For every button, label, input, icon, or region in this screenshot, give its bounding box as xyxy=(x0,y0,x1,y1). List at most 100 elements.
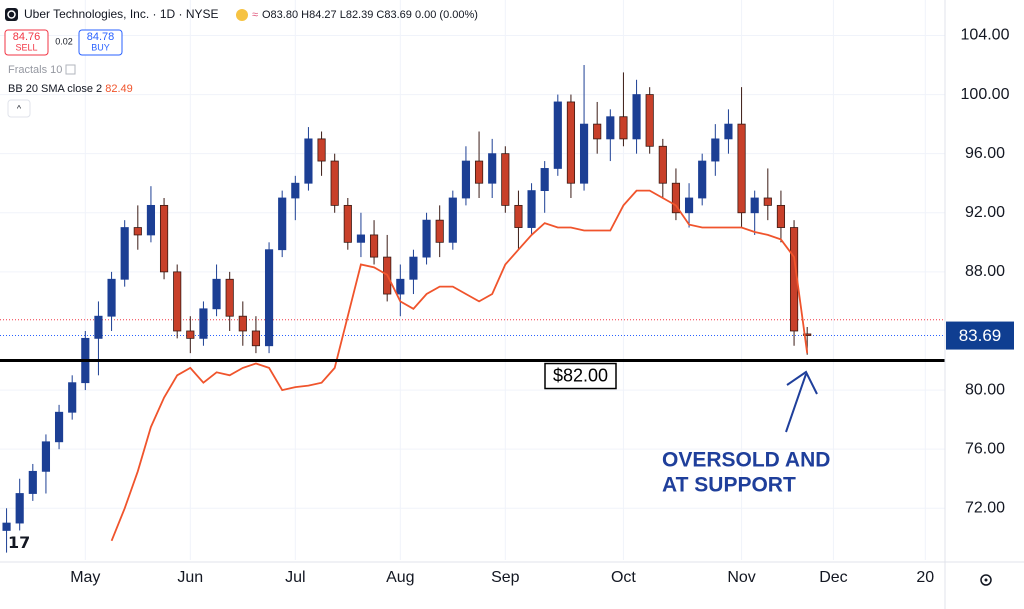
y-tick-label: 72.00 xyxy=(965,500,1005,517)
settings-icon[interactable] xyxy=(980,574,992,586)
y-tick-label: 80.00 xyxy=(965,381,1005,398)
candle-body xyxy=(553,101,562,169)
candle-body xyxy=(474,160,484,184)
candle-body xyxy=(173,271,182,332)
buy-label[interactable]: BUY xyxy=(91,42,110,52)
candle-body xyxy=(619,116,628,140)
support-label-box xyxy=(544,362,617,390)
candle-body xyxy=(711,138,720,162)
candle-body xyxy=(251,330,261,347)
candle-body xyxy=(776,204,786,228)
x-tick-label: Aug xyxy=(386,569,414,586)
candle-body xyxy=(186,330,195,339)
sell-button[interactable] xyxy=(4,29,49,56)
x-tick-label: May xyxy=(70,569,100,586)
y-tick-label: 104.00 xyxy=(961,27,1010,44)
candle-body xyxy=(671,182,681,214)
candle-body xyxy=(68,382,77,413)
plot-area: $82.00 xyxy=(0,0,945,560)
legend-name: BB 20 SMA close 2 xyxy=(8,83,102,95)
candle-body xyxy=(488,153,497,184)
candle-body xyxy=(94,315,103,339)
low-value: L82.39 xyxy=(340,9,374,21)
high-value: H84.27 xyxy=(301,9,336,21)
x-tick-label: 20 xyxy=(916,569,934,586)
candle-body xyxy=(566,101,576,184)
candle-body xyxy=(304,138,313,184)
candle-body xyxy=(343,204,352,243)
ohlc-values: O83.80 H84.27 L82.39 C83.69 0.00 (0.00%) xyxy=(262,9,478,21)
y-tick-label: 100.00 xyxy=(961,86,1010,103)
collapse-button[interactable] xyxy=(7,99,31,118)
candle-body xyxy=(501,153,510,206)
candle-body xyxy=(41,441,51,472)
candle-body xyxy=(448,197,457,243)
candle-body xyxy=(540,168,549,192)
candle-body xyxy=(199,308,208,339)
annotation-arrow xyxy=(785,370,818,433)
candle-body xyxy=(684,197,694,214)
collapse-icon[interactable]: ^ xyxy=(17,103,22,113)
candle-body xyxy=(291,182,300,199)
candle-body xyxy=(737,123,746,214)
change-value: 0.00 (0.00%) xyxy=(415,9,478,21)
candle-body xyxy=(527,190,536,228)
x-tick-label: Dec xyxy=(819,569,847,586)
candle-body xyxy=(579,123,589,184)
buy-price[interactable]: 84.78 xyxy=(87,31,115,43)
x-tick-label: Jul xyxy=(285,569,305,586)
candle-body xyxy=(120,227,129,280)
candle-body xyxy=(396,278,405,295)
candle-body xyxy=(461,160,471,199)
x-tick-label: Oct xyxy=(611,569,636,586)
indicator-label: BB 20 SMA close 2 82.49 xyxy=(8,83,133,95)
candle-body xyxy=(698,160,707,199)
candle-body xyxy=(750,197,759,214)
candle-body xyxy=(409,256,418,280)
symbol-icon xyxy=(5,8,18,21)
sell-label[interactable]: SELL xyxy=(15,42,37,52)
candle-body xyxy=(28,470,37,494)
candle-body xyxy=(593,123,602,140)
candle-body xyxy=(54,411,64,443)
y-tick-label: 76.00 xyxy=(965,440,1005,457)
x-tick-label: Nov xyxy=(727,569,755,586)
x-tick-label: Jun xyxy=(177,569,203,586)
y-tick-label: 96.00 xyxy=(965,145,1005,162)
y-tick-label: 92.00 xyxy=(965,204,1005,221)
candle-body xyxy=(763,197,772,206)
indicator-label: Fractals 10 xyxy=(8,64,62,76)
candle-body xyxy=(435,219,444,243)
annotation-text: OVERSOLD AND xyxy=(662,449,830,472)
y-tick-label: 88.00 xyxy=(965,263,1005,280)
sell-price[interactable]: 84.76 xyxy=(13,31,41,43)
candle-body xyxy=(514,204,523,228)
spread: 0.02 xyxy=(55,36,73,46)
candle-body xyxy=(264,249,274,347)
legend-value: 82.49 xyxy=(105,83,133,95)
open-value: O83.80 xyxy=(262,9,298,21)
buy-button[interactable] xyxy=(78,29,123,56)
candle-body xyxy=(107,278,116,317)
symbol-icon-mark xyxy=(7,10,16,19)
candle-body xyxy=(15,493,24,524)
candle-body xyxy=(724,123,733,140)
settings-icon[interactable] xyxy=(984,578,988,582)
candle-body xyxy=(658,145,667,184)
candle-body xyxy=(238,315,247,332)
price-label: 83.69 xyxy=(959,326,1002,345)
arrow-shaft xyxy=(785,373,807,433)
candle-body xyxy=(356,234,366,243)
chart-title: Uber Technologies, Inc. · 1D · NYSE xyxy=(24,7,219,21)
indicator-line xyxy=(110,189,809,542)
arrow-head xyxy=(786,370,818,395)
status-icon: ≈ xyxy=(252,9,258,21)
logo: 𝟭𝟳 xyxy=(8,535,30,552)
indicator-toggle[interactable] xyxy=(65,64,76,75)
price-label-box xyxy=(946,321,1014,350)
support-label: $82.00 xyxy=(553,365,608,385)
x-tick-label: Sep xyxy=(491,569,520,586)
candle-body xyxy=(317,138,326,162)
